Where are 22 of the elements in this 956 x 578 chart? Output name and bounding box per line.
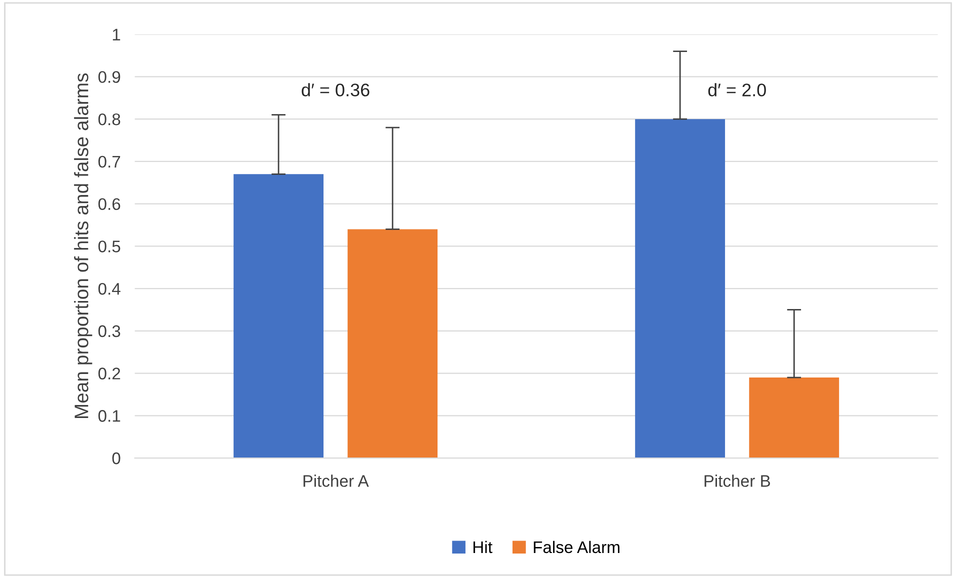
y-tick-label: 0.7: [98, 156, 120, 168]
y-tick-label: 0: [112, 452, 120, 464]
y-tick-label: 0.8: [98, 113, 120, 126]
y-tick-label: 0.2: [98, 368, 120, 380]
y-axis-title: Mean proportion of hits and false alarms: [74, 73, 92, 418]
bar: [635, 119, 726, 458]
bar: [749, 378, 840, 458]
y-tick-label: 0.3: [98, 325, 120, 338]
y-tick-label: 0.5: [98, 240, 120, 252]
annotation: d′ = 0.36: [302, 83, 370, 96]
y-tick-label: 0.1: [98, 410, 120, 422]
y-tick-label: 0.9: [98, 71, 120, 83]
x-tick-label: Pitcher A: [304, 474, 369, 487]
legend-label: Hit: [474, 540, 492, 554]
y-tick-label: 0.6: [98, 198, 120, 210]
bar: [234, 174, 324, 458]
x-tick-label: Pitcher B: [704, 474, 770, 487]
annotation: d′ = 2.0: [708, 83, 766, 96]
legend-label: False Alarm: [534, 540, 620, 554]
bar: [348, 229, 438, 458]
y-tick-label: 0.4: [98, 282, 120, 295]
y-tick-label: 1: [112, 28, 120, 40]
